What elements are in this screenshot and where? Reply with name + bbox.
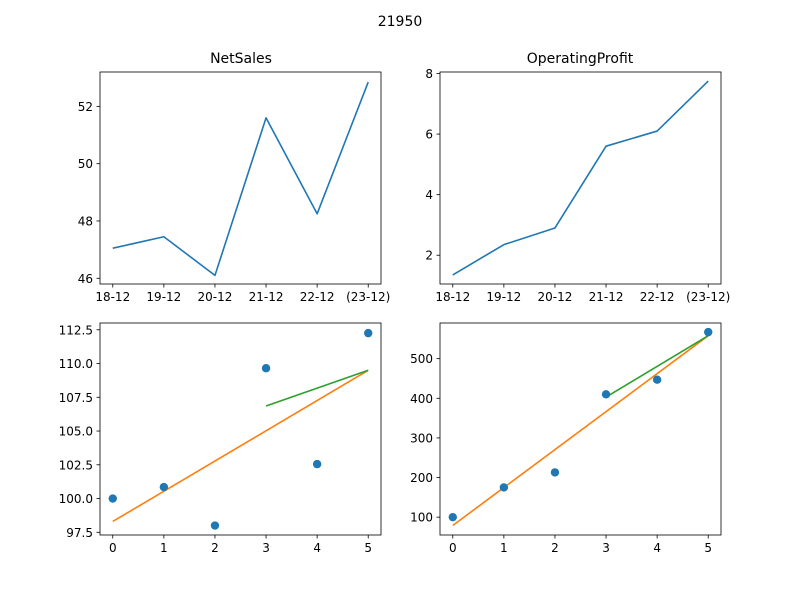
operatingprofit-series-line xyxy=(452,80,709,276)
netsales-regression-point xyxy=(364,328,373,338)
operatingprofit-xtick-label: 20-12 xyxy=(538,290,573,304)
operatingprofit-frame xyxy=(439,71,722,285)
netsales-regression-point xyxy=(312,459,322,469)
operatingprofit-regression-ytick-label: 300 xyxy=(410,431,433,445)
operatingprofit-xtick-label: 22-12 xyxy=(640,290,675,304)
netsales-regression-ytick-label: 105.0 xyxy=(59,425,93,439)
operatingprofit-xtick-label: 19-12 xyxy=(486,290,521,304)
netsales-ytick-label: 52 xyxy=(78,100,93,114)
netsales-regression-frame xyxy=(99,322,382,536)
operatingprofit-regression-xtick-label: 5 xyxy=(704,541,712,555)
netsales-title: NetSales xyxy=(210,51,272,67)
netsales-regression-xtick-label: 5 xyxy=(364,541,372,555)
netsales-regression-xtick-label: 4 xyxy=(313,541,321,555)
operatingprofit-ytick-label: 4 xyxy=(425,188,433,202)
operatingprofit-axes: OperatingProfit 18-12 19-12 20-12 21-12 22-1… xyxy=(425,51,730,304)
netsales-regression-point xyxy=(210,521,220,530)
operatingprofit-xtick-label: 21-12 xyxy=(589,290,624,304)
operatingprofit-xtick-label: (23-12) xyxy=(686,290,730,304)
operatingprofit-regression-xtick-label: 0 xyxy=(449,541,457,555)
netsales-xtick-label: (23-12) xyxy=(346,290,390,304)
netsales-xtick-label: 19-12 xyxy=(146,290,181,304)
operatingprofit-regression-point xyxy=(499,483,509,492)
netsales-regression-fit-all-line xyxy=(112,369,369,523)
operatingprofit-ytick-label: 6 xyxy=(425,128,433,142)
netsales-regression-ytick-label: 100.0 xyxy=(59,492,93,506)
netsales-regression-axes: 0 1 2 3 4 5 97.5 100.0 102.5 105.0 107.5 110.0 112.5 xyxy=(59,322,382,555)
operatingprofit-regression-xtick-label: 2 xyxy=(551,541,559,555)
netsales-regression-ytick-label: 107.5 xyxy=(59,391,93,405)
operatingprofit-regression-xtick-label: 1 xyxy=(500,541,508,555)
netsales-xtick-label: 21-12 xyxy=(249,290,284,304)
netsales-regression-xtick-label: 2 xyxy=(211,541,219,555)
netsales-ytick-label: 50 xyxy=(78,157,93,171)
operatingprofit-regression-point xyxy=(601,390,611,399)
netsales-regression-ytick-label: 102.5 xyxy=(59,458,93,472)
netsales-ytick-label: 46 xyxy=(78,272,93,286)
operatingprofit-regression-xtick-label: 4 xyxy=(653,541,661,555)
operatingprofit-ytick-label: 8 xyxy=(425,67,433,81)
netsales-regression-point xyxy=(108,494,117,503)
netsales-series-line xyxy=(112,81,369,277)
operatingprofit-regression-point xyxy=(652,375,662,384)
netsales-regression-xtick-label: 0 xyxy=(109,541,117,555)
netsales-regression-ytick-label: 110.0 xyxy=(59,357,93,371)
operatingprofit-title: OperatingProfit xyxy=(527,51,634,67)
operatingprofit-regression-ytick-label: 200 xyxy=(410,471,433,485)
operatingprofit-regression-point xyxy=(704,327,713,337)
operatingprofit-ytick-label: 2 xyxy=(425,249,433,263)
operatingprofit-regression-point xyxy=(448,512,457,522)
netsales-regression-ytick-label: 112.5 xyxy=(59,323,93,337)
netsales-xtick-label: 20-12 xyxy=(198,290,233,304)
netsales-axes: NetSales 18-12 19-12 20-12 21-12 22-12 (23-12… xyxy=(78,51,391,304)
operatingprofit-regression-point xyxy=(550,468,560,477)
operatingprofit-regression-ytick-label: 500 xyxy=(410,352,433,366)
operatingprofit-regression-fit-all-line xyxy=(452,335,709,527)
netsales-regression-point xyxy=(159,482,169,492)
figure-title: 21950 xyxy=(378,14,423,30)
operatingprofit-regression-ytick-label: 100 xyxy=(410,511,433,525)
netsales-regression-ytick-label: 97.5 xyxy=(66,526,93,540)
netsales-xtick-label: 22-12 xyxy=(300,290,335,304)
operatingprofit-regression-xtick-label: 3 xyxy=(602,541,610,555)
netsales-regression-xtick-label: 3 xyxy=(262,541,270,555)
netsales-regression-xtick-label: 1 xyxy=(160,541,168,555)
netsales-regression-fit-recent-line xyxy=(265,369,369,407)
operatingprofit-regression-ytick-label: 400 xyxy=(410,392,433,406)
netsales-regression-point xyxy=(261,364,271,373)
operatingprofit-xtick-label: 18-12 xyxy=(435,290,470,304)
operatingprofit-regression-axes: 0 1 2 3 4 5 100 200 300 400 500 xyxy=(410,322,722,555)
netsales-xtick-label: 18-12 xyxy=(95,290,130,304)
netsales-ytick-label: 48 xyxy=(78,214,93,228)
netsales-frame xyxy=(99,71,382,285)
operatingprofit-regression-fit-recent-line xyxy=(605,334,709,398)
